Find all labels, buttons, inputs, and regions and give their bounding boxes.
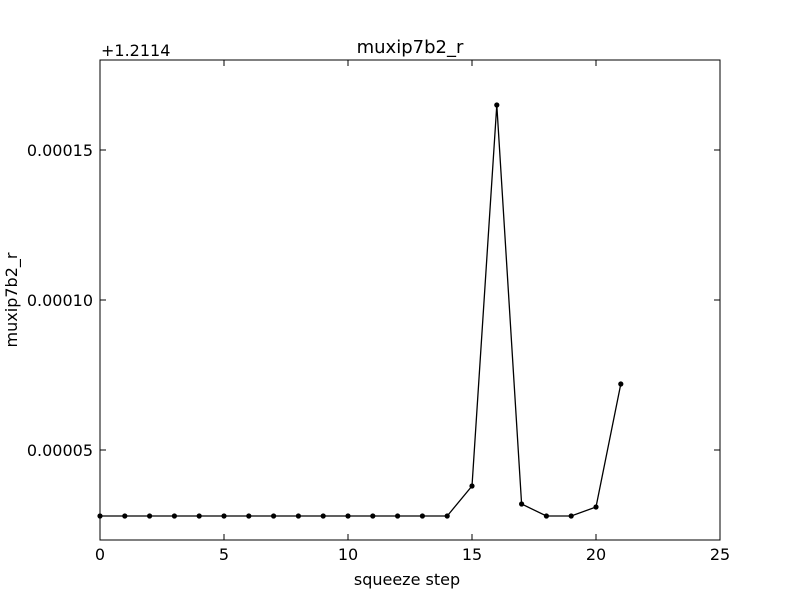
- x-tick-label: 20: [586, 545, 606, 564]
- data-point: [395, 513, 401, 519]
- data-point: [271, 513, 277, 519]
- data-point: [246, 513, 252, 519]
- data-point: [370, 513, 376, 519]
- y-tick-label: 0.00010: [27, 291, 93, 310]
- data-point: [543, 513, 550, 519]
- data-point: [196, 513, 202, 519]
- x-tick-label: 10: [338, 545, 358, 564]
- data-point: [320, 513, 326, 519]
- data-point: [494, 102, 500, 108]
- data-point: [295, 513, 301, 519]
- y-tick-label: 0.00015: [27, 141, 93, 160]
- plot-frame: [99, 59, 721, 541]
- y-tick-label: 0.00005: [27, 441, 93, 460]
- data-point: [221, 513, 227, 519]
- x-tick-label: 0: [95, 545, 105, 564]
- x-tick-label: 15: [462, 545, 482, 564]
- chart-title: muxip7b2_r: [357, 37, 464, 58]
- data-point: [147, 513, 153, 519]
- x-tick-label: 25: [710, 545, 730, 564]
- data-point: [593, 504, 599, 510]
- data-point: [171, 513, 177, 519]
- data-point: [419, 513, 425, 519]
- series-line: [100, 104, 622, 517]
- data-point: [444, 513, 450, 519]
- y-offset-label: +1.2114: [101, 41, 170, 60]
- data-point: [568, 513, 574, 519]
- data-point: [122, 513, 128, 519]
- x-tick-label: 5: [219, 545, 229, 564]
- data-point: [618, 381, 624, 387]
- data-point: [345, 513, 351, 519]
- x-axis-label: squeeze step: [354, 570, 460, 589]
- data-point: [469, 483, 475, 489]
- data-point: [519, 501, 525, 507]
- y-axis-label: muxip7b2_r: [2, 252, 22, 347]
